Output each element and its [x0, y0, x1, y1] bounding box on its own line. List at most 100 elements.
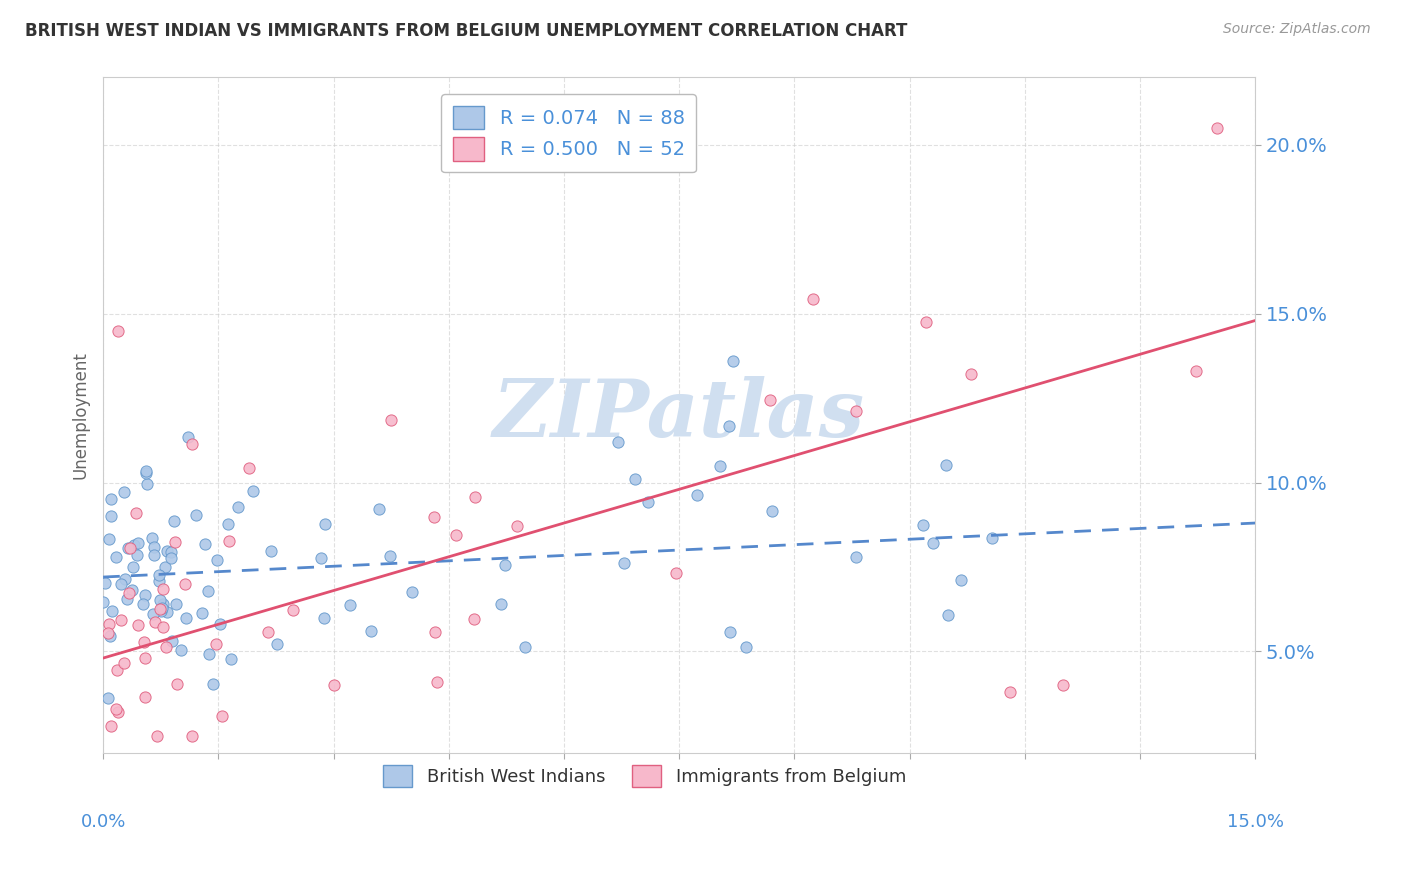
Point	[165, 597, 187, 611]
Point	[260, 544, 283, 558]
Point	[981, 531, 1004, 545]
Point	[181, 729, 204, 743]
Point	[1052, 678, 1074, 692]
Point	[761, 504, 783, 518]
Legend: British West Indians, Immigrants from Belgium: British West Indians, Immigrants from Be…	[377, 757, 912, 794]
Point	[489, 597, 512, 611]
Point	[100, 509, 122, 524]
Text: 0.0%: 0.0%	[80, 814, 125, 831]
Point	[165, 535, 187, 549]
Point	[105, 663, 128, 677]
Point	[177, 430, 200, 444]
Text: 15.0%: 15.0%	[1227, 814, 1284, 831]
Point	[218, 533, 240, 548]
Text: Source: ZipAtlas.com: Source: ZipAtlas.com	[1223, 22, 1371, 37]
Point	[494, 558, 516, 573]
Point	[181, 436, 204, 450]
Point	[156, 605, 179, 619]
Point	[142, 540, 165, 554]
Point	[132, 635, 155, 649]
Point	[219, 652, 242, 666]
Point	[170, 643, 193, 657]
Point	[184, 508, 207, 523]
Point	[801, 292, 824, 306]
Point	[426, 674, 449, 689]
Point	[98, 629, 121, 643]
Point	[623, 472, 645, 486]
Point	[149, 602, 172, 616]
Point	[464, 490, 486, 504]
Text: BRITISH WEST INDIAN VS IMMIGRANTS FROM BELGIUM UNEMPLOYMENT CORRELATION CHART: BRITISH WEST INDIAN VS IMMIGRANTS FROM B…	[25, 22, 908, 40]
Point	[314, 517, 336, 532]
Point	[91, 595, 114, 609]
Point	[150, 600, 173, 615]
Point	[166, 677, 188, 691]
Point	[143, 615, 166, 629]
Point	[112, 485, 135, 500]
Point	[238, 460, 260, 475]
Point	[148, 568, 170, 582]
Point	[141, 531, 163, 545]
Point	[134, 650, 156, 665]
Point	[163, 514, 186, 528]
Point	[709, 459, 731, 474]
Point	[506, 518, 529, 533]
Point	[174, 576, 197, 591]
Point	[759, 393, 782, 408]
Point	[209, 616, 232, 631]
Point	[135, 464, 157, 478]
Point	[101, 604, 124, 618]
Point	[378, 549, 401, 563]
Point	[845, 404, 868, 418]
Point	[380, 413, 402, 427]
Point	[112, 657, 135, 671]
Point	[1206, 121, 1229, 136]
Point	[281, 603, 304, 617]
Point	[720, 625, 742, 640]
Point	[100, 492, 122, 507]
Point	[156, 543, 179, 558]
Point	[160, 545, 183, 559]
Point	[607, 435, 630, 450]
Point	[125, 506, 148, 520]
Y-axis label: Unemployment: Unemployment	[72, 351, 89, 479]
Point	[122, 560, 145, 574]
Point	[339, 598, 361, 612]
Point	[912, 518, 935, 533]
Point	[194, 537, 217, 551]
Point	[217, 517, 239, 532]
Point	[136, 477, 159, 491]
Point	[127, 548, 149, 562]
Point	[613, 556, 636, 570]
Point	[114, 573, 136, 587]
Point	[152, 582, 174, 597]
Point	[242, 484, 264, 499]
Point	[97, 617, 120, 632]
Point	[100, 718, 122, 732]
Point	[314, 611, 336, 625]
Point	[401, 585, 423, 599]
Point	[110, 613, 132, 627]
Point	[211, 709, 233, 723]
Point	[134, 690, 156, 704]
Point	[311, 550, 333, 565]
Point	[266, 637, 288, 651]
Point	[513, 640, 536, 654]
Point	[463, 612, 485, 626]
Point	[105, 702, 128, 716]
Point	[160, 551, 183, 566]
Point	[938, 608, 960, 623]
Point	[121, 583, 143, 598]
Point	[155, 640, 177, 654]
Point	[127, 536, 149, 550]
Point	[205, 553, 228, 567]
Point	[105, 549, 128, 564]
Point	[152, 620, 174, 634]
Point	[717, 418, 740, 433]
Point	[201, 677, 224, 691]
Point	[256, 624, 278, 639]
Point	[124, 538, 146, 552]
Point	[98, 532, 121, 546]
Point	[845, 549, 868, 564]
Point	[226, 500, 249, 514]
